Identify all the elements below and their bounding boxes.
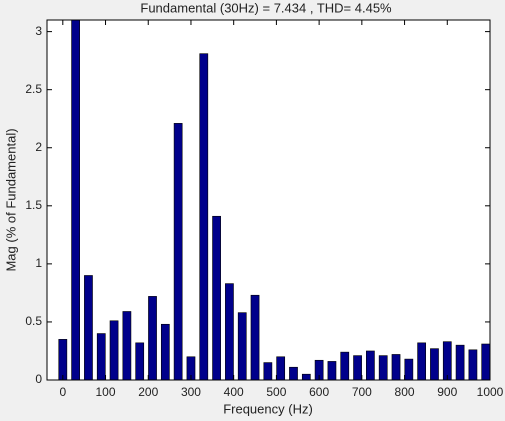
bar: [378, 355, 388, 380]
y-tick-label: 3: [35, 24, 42, 38]
bar: [199, 53, 209, 380]
bar: [263, 362, 273, 380]
bar: [58, 339, 68, 380]
bar: [71, 20, 80, 380]
x-tick-label: 700: [352, 385, 372, 399]
y-tick-label: 1: [35, 256, 42, 270]
bars: [58, 20, 490, 380]
bar: [353, 355, 362, 380]
bar: [391, 354, 401, 380]
bar: [442, 341, 452, 380]
x-tick-label: 300: [181, 385, 201, 399]
bar: [404, 358, 414, 380]
plot-area: [47, 20, 490, 380]
bar: [301, 373, 311, 380]
bar: [122, 311, 132, 380]
x-tick-label: 400: [224, 385, 244, 399]
y-tick-label: 1.5: [25, 198, 42, 212]
axes-box: [46, 19, 491, 381]
bar: [455, 344, 465, 380]
bar: [186, 356, 196, 380]
bar: [212, 215, 221, 380]
chart-title: Fundamental (30Hz) = 7.434 , THD= 4.45%: [140, 0, 392, 15]
x-tick-label: 1000: [477, 385, 504, 399]
bar: [417, 342, 427, 380]
y-tick-label: 2: [35, 140, 42, 154]
y-tick-label: 2.5: [25, 82, 42, 96]
bar: [109, 320, 119, 380]
bar: [327, 361, 337, 380]
y-tick-label: 0: [35, 372, 42, 386]
bar: [173, 123, 183, 380]
bar: [366, 350, 375, 380]
x-tick-label: 100: [96, 385, 116, 399]
bar: [289, 366, 298, 380]
bar: [148, 296, 157, 380]
bar: [160, 323, 170, 380]
bar: [84, 275, 93, 380]
x-tick-label: 500: [266, 385, 286, 399]
bar: [135, 342, 145, 380]
x-tick-label: 800: [395, 385, 415, 399]
bar: [96, 333, 106, 380]
bar: [340, 351, 350, 380]
y-tick-label: 0.5: [25, 314, 42, 328]
y-axis-label: Mag (% of Fundamental): [3, 128, 18, 271]
bar: [237, 312, 247, 380]
bar: [225, 283, 234, 380]
bar: [430, 348, 439, 380]
x-tick-label: 0: [59, 385, 66, 399]
x-tick-label: 900: [437, 385, 457, 399]
bar: [250, 294, 260, 380]
bar: [481, 343, 490, 380]
x-tick-label: 600: [309, 385, 329, 399]
bar: [276, 356, 286, 380]
bar: [468, 349, 478, 380]
x-axis-label: Frequency (Hz): [223, 401, 313, 416]
x-tick-label: 200: [138, 385, 158, 399]
